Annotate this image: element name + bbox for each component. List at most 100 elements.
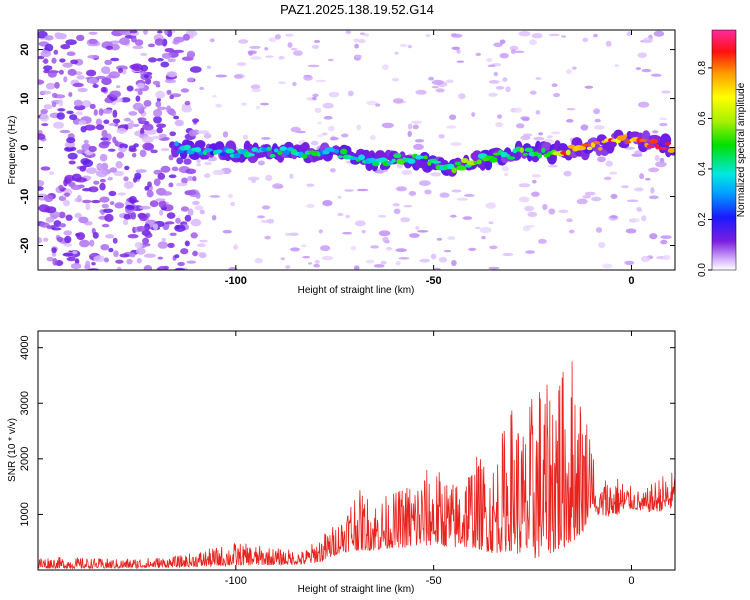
spectrogram-cell <box>649 138 658 144</box>
spectrogram-cell <box>101 162 109 171</box>
spectrogram-cell <box>74 212 82 219</box>
spectrogram-cell <box>563 170 572 177</box>
spectrogram-cell <box>621 185 629 189</box>
spectrogram-cell <box>49 171 55 175</box>
spectrogram-cell <box>84 124 96 131</box>
spectrogram-cell <box>495 122 503 127</box>
spectrogram-cell <box>59 223 66 228</box>
spectrogram-cell <box>108 148 116 152</box>
spectrogram-cell <box>76 75 85 80</box>
spectrogram-cell <box>551 83 558 87</box>
spectrogram-cell <box>314 259 320 264</box>
colorbar-ticks: 0.0 0.2 0.4 0.6 0.8 <box>697 61 712 277</box>
spectrogram-cell <box>204 148 213 153</box>
spectrogram-cell <box>451 189 462 193</box>
spectrogram-cell <box>648 195 659 200</box>
spectrogram-cell <box>168 154 174 161</box>
y-tick-label: 1000 <box>19 502 31 526</box>
spectrogram-cell <box>147 181 152 188</box>
spectrogram-cell <box>161 52 172 59</box>
spectrogram-cell <box>206 65 211 69</box>
spectrogram-cell <box>566 119 574 123</box>
spectrogram-cell <box>187 176 194 181</box>
spectrogram-cell <box>173 115 180 120</box>
spectrogram-cell <box>626 199 639 203</box>
x-tick-label: 0 <box>628 575 634 587</box>
spectrogram-cell <box>143 74 150 79</box>
spectrogram-cell <box>153 223 159 231</box>
spectrogram-cell <box>290 247 300 252</box>
spectrogram-cell <box>58 211 66 219</box>
spectrogram-cell <box>174 224 186 232</box>
spectrogram-cell <box>116 151 125 159</box>
spectrogram-cell <box>353 38 360 43</box>
spectrogram-cell <box>215 74 228 78</box>
spectrogram-cell <box>101 129 108 138</box>
spectrogram-cell <box>313 263 320 268</box>
spectrogram-cell <box>535 77 542 80</box>
spectrogram-cell <box>337 212 344 217</box>
spectrogram-cell <box>190 218 202 227</box>
spectrogram-cell <box>101 223 110 228</box>
spectrogram-cell <box>123 219 128 226</box>
spectrogram-cell <box>117 192 127 196</box>
spectrogram-cell <box>81 100 92 108</box>
spectrogram-cell <box>112 118 121 124</box>
spectrogram-cell <box>515 123 525 129</box>
spectrogram-cell <box>171 166 179 172</box>
spectrogram-cell <box>109 90 121 98</box>
spectrogram-cell <box>196 158 201 164</box>
spectrogram-cell <box>76 34 85 42</box>
spectrogram-cell <box>456 165 467 171</box>
spectrogram-cell <box>392 203 400 207</box>
spectrogram-cell <box>489 245 498 250</box>
spectrogram-cell <box>99 182 106 191</box>
spectrogram-cell <box>598 241 606 249</box>
spectrogram-cell <box>407 44 412 49</box>
spectrogram-cell <box>659 122 668 127</box>
spectrogram-cell <box>44 43 54 52</box>
spectrogram-cell <box>347 90 354 97</box>
spectrogram-cell <box>430 172 442 177</box>
spectrogram-cell <box>63 243 73 247</box>
spectrogram-cell <box>518 183 531 188</box>
spectrogram-cell <box>155 100 162 108</box>
spectrogram-cell <box>313 39 321 44</box>
spectrogram-cell <box>129 120 135 128</box>
spectrogram-cell <box>650 187 655 194</box>
spectrogram-cell <box>561 35 567 38</box>
spectrogram-cell <box>40 108 49 114</box>
spectrogram-cell <box>103 119 110 125</box>
spectrogram-cell <box>591 196 602 202</box>
spectrogram-cell <box>225 148 235 154</box>
spectrogram-cell <box>558 209 569 214</box>
spectrogram-cell <box>164 30 169 36</box>
spectrogram-cell <box>289 173 294 179</box>
spectrogram-cell <box>82 199 92 204</box>
spectrogram-cell <box>129 252 136 258</box>
spectrogram-cell <box>95 124 105 131</box>
spectrogram-cell <box>139 205 151 210</box>
spectrogram-cell <box>393 208 401 215</box>
spectrogram-cell <box>192 118 200 123</box>
spectrogram-cell <box>274 34 281 40</box>
spectrogram-cell <box>524 147 534 152</box>
spectrogram-cell <box>204 173 211 179</box>
spectrogram-cell <box>356 124 362 131</box>
spectrogram-cell <box>515 146 522 152</box>
spectrogram-cell <box>264 235 271 240</box>
spectrogram-cell <box>99 178 106 183</box>
spectrogram-cell <box>634 187 644 192</box>
spectrogram-cell <box>499 52 509 59</box>
spectrogram-cell <box>380 260 387 265</box>
spectrogram-cell <box>284 232 290 237</box>
spectrogram-cell <box>77 87 88 93</box>
spectrogram-cell <box>166 212 176 219</box>
spectrogram-cell <box>104 257 109 263</box>
spectrogram-cell <box>277 81 287 85</box>
spectrogram-cell <box>169 131 176 137</box>
spectrogram-cell <box>337 195 342 199</box>
spectrogram-cell <box>38 79 45 85</box>
spectrogram-cell <box>593 108 601 115</box>
spectrogram-cell <box>566 218 573 223</box>
